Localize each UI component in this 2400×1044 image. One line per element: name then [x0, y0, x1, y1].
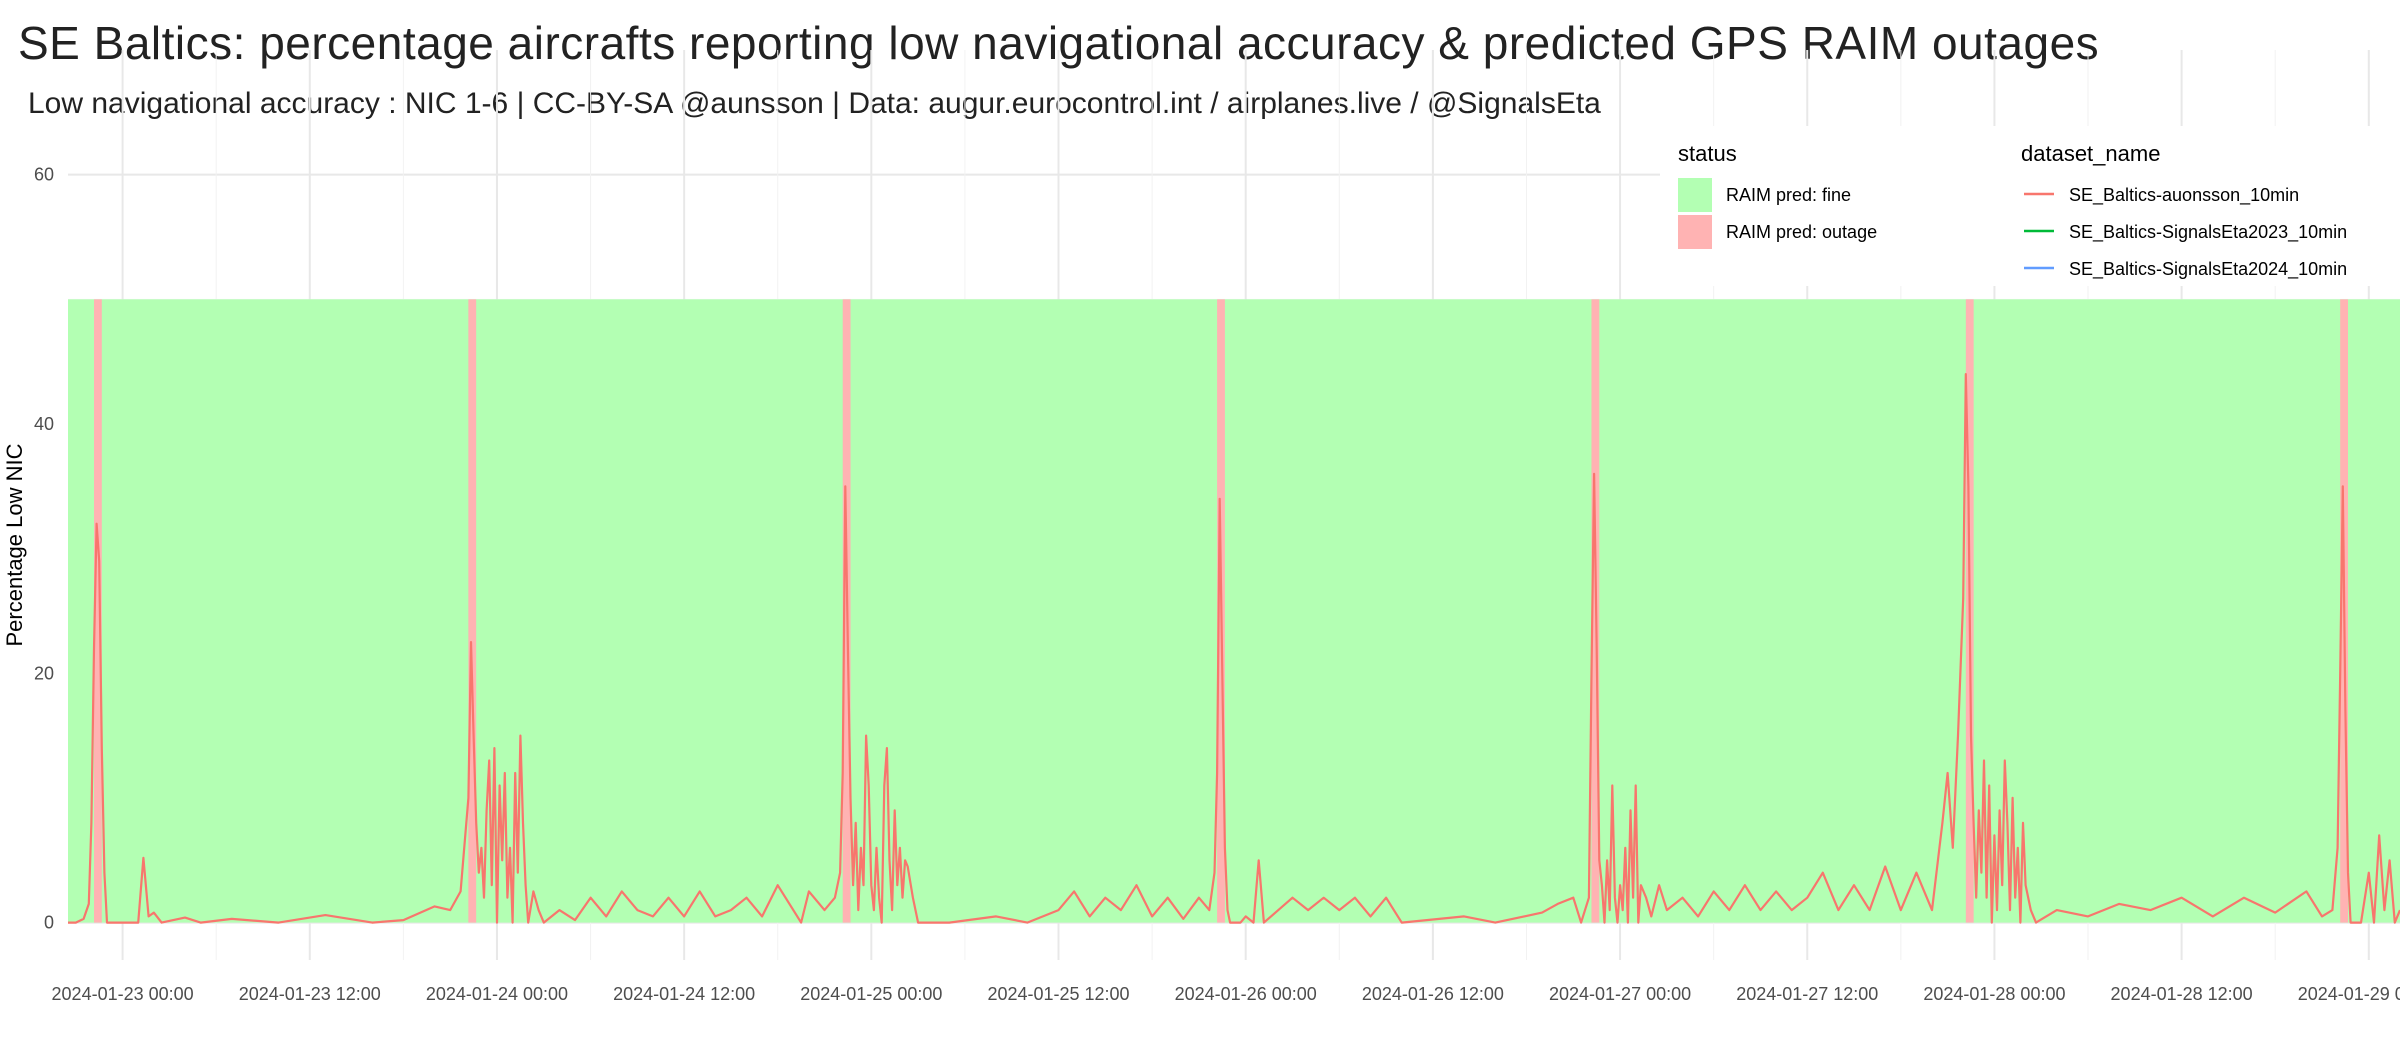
- status-band-outage: [93, 299, 102, 923]
- x-tick-label: 2024-01-26 00:00: [1175, 984, 1317, 1004]
- legend-status-label: RAIM pred: outage: [1726, 222, 1877, 242]
- x-tick-label: 2024-01-27 00:00: [1549, 984, 1691, 1004]
- legend-key-swatch: [1678, 215, 1712, 249]
- y-axis-title: Percentage Low NIC: [2, 443, 27, 646]
- x-tick-label: 2024-01-28 12:00: [2111, 984, 2253, 1004]
- legend-background: [1660, 126, 2400, 286]
- x-tick-label: 2024-01-25 00:00: [800, 984, 942, 1004]
- legend-dataset-title: dataset_name: [2021, 141, 2160, 166]
- legend-status-title: status: [1678, 141, 1737, 166]
- status-band-fine: [68, 299, 2400, 923]
- status-band-outage: [468, 299, 477, 923]
- y-tick-label: 60: [34, 165, 54, 185]
- legend-key-swatch: [1678, 178, 1712, 212]
- legend-status-label: RAIM pred: fine: [1726, 185, 1851, 205]
- tick-layer: 0 20 40 60 2024-01-23 00:00 2024-01-23 12:00 2…: [34, 165, 2400, 1004]
- x-tick-label: 2024-01-23 00:00: [52, 984, 194, 1004]
- status-band-layer: [68, 299, 2400, 923]
- y-tick-label: 20: [34, 663, 54, 683]
- x-tick-label: 2024-01-25 12:00: [987, 984, 1129, 1004]
- x-tick-label: 2024-01-24 12:00: [613, 984, 755, 1004]
- x-tick-label: 2024-01-23 12:00: [239, 984, 381, 1004]
- x-tick-label: 2024-01-28 00:00: [1923, 984, 2065, 1004]
- x-tick-label: 2024-01-27 12:00: [1736, 984, 1878, 1004]
- x-tick-label: 2024-01-29 00:00: [2298, 984, 2400, 1004]
- legend-dataset-label: SE_Baltics-auonsson_10min: [2069, 185, 2299, 206]
- chart-subtitle: Low navigational accuracy : NIC 1-6 | CC…: [28, 87, 1601, 120]
- series-layer: [68, 373, 2400, 924]
- legend-layer: status RAIM pred: fine RAIM pred: outage da…: [1660, 126, 2400, 286]
- y-tick-label: 40: [34, 414, 54, 434]
- x-tick-label: 2024-01-24 00:00: [426, 984, 568, 1004]
- legend-dataset-label: SE_Baltics-SignalsEta2023_10min: [2069, 222, 2347, 243]
- x-tick-label: 2024-01-26 12:00: [1362, 984, 1504, 1004]
- legend-dataset-label: SE_Baltics-SignalsEta2024_10min: [2069, 259, 2347, 280]
- y-tick-label: 0: [44, 913, 54, 933]
- series-line: [68, 373, 2400, 924]
